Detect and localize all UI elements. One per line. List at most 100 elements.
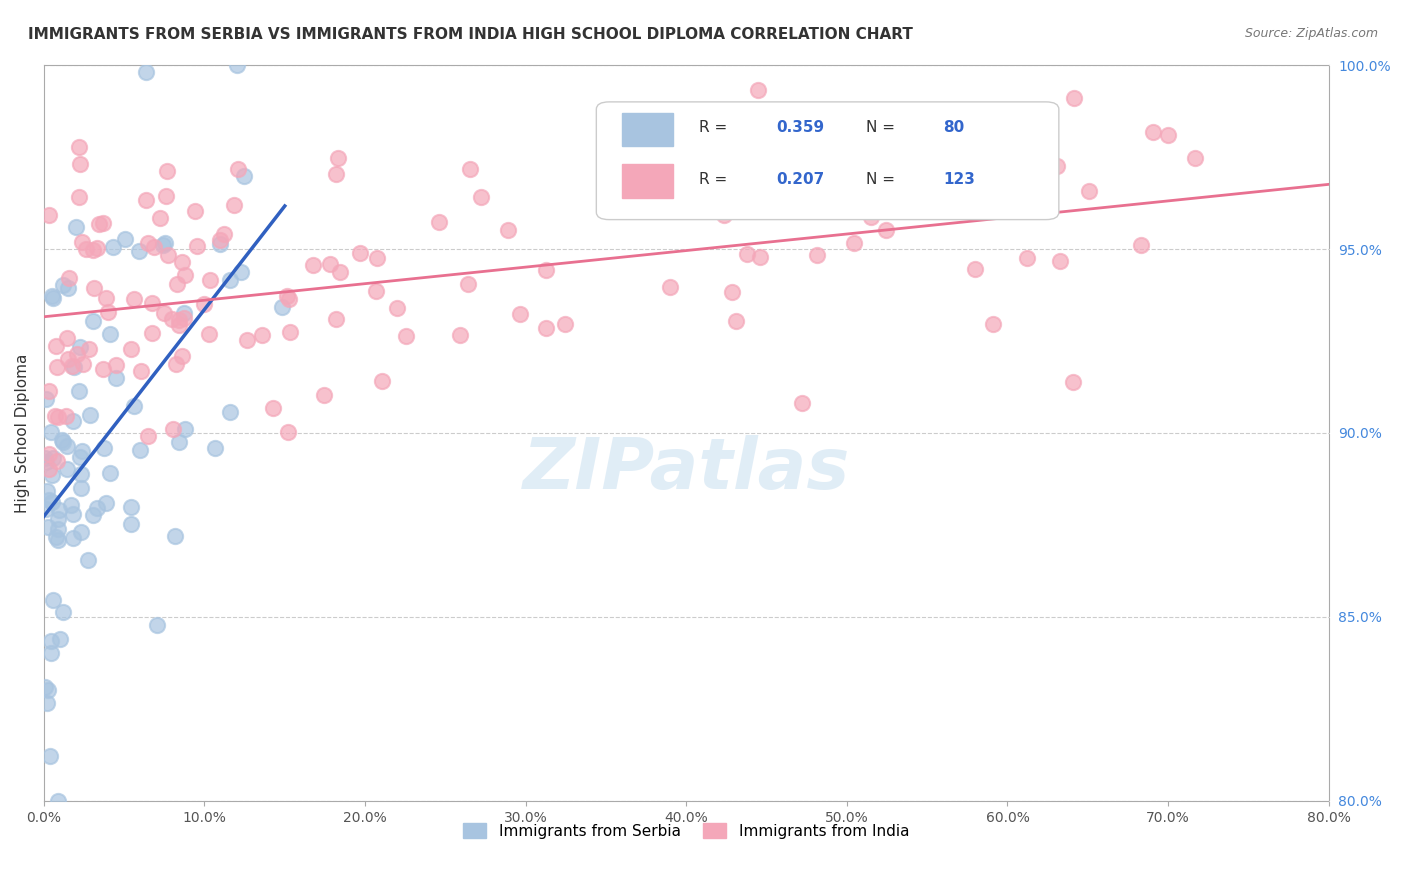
Point: [65, 347, 87, 361]
Point: [129, 443, 152, 458]
Point: [162, 422, 184, 436]
Text: R =: R =: [699, 171, 733, 186]
Point: [534, 321, 557, 335]
Point: [713, 208, 735, 222]
Point: [1156, 128, 1178, 142]
Point: [83, 281, 105, 295]
Point: [1063, 91, 1085, 105]
Point: [34, 680, 56, 694]
Point: [135, 193, 157, 207]
Point: [212, 227, 235, 241]
Point: [1129, 238, 1152, 252]
Point: [136, 429, 159, 443]
Point: [149, 211, 172, 226]
Point: [169, 312, 191, 326]
Point: [97, 304, 120, 318]
Point: [138, 236, 160, 251]
Point: [39, 748, 62, 763]
Point: [60, 359, 83, 373]
Point: [875, 223, 897, 237]
Point: [120, 500, 142, 515]
Point: [325, 312, 347, 326]
Point: [509, 307, 531, 321]
Point: [55, 331, 77, 345]
Point: [806, 248, 828, 262]
Point: [314, 387, 336, 401]
Point: [100, 326, 122, 341]
Point: [302, 259, 325, 273]
Text: N =: N =: [866, 120, 900, 136]
Point: [35, 483, 58, 498]
Point: [69, 450, 91, 464]
Point: [35, 455, 58, 469]
Point: [41, 425, 63, 439]
Point: [69, 157, 91, 171]
Point: [34, 451, 56, 466]
Point: [82, 243, 104, 257]
Point: [38, 384, 60, 398]
Point: [72, 357, 94, 371]
Point: [37, 520, 59, 534]
Point: [371, 375, 394, 389]
Point: [165, 529, 187, 543]
Point: [124, 400, 146, 414]
Point: [228, 162, 250, 177]
Point: [44, 409, 66, 423]
Point: [46, 522, 69, 536]
Point: [626, 183, 648, 197]
Point: [470, 190, 492, 204]
Point: [38, 447, 60, 461]
Point: [329, 265, 352, 279]
Point: [172, 349, 194, 363]
Point: [120, 516, 142, 531]
Text: IMMIGRANTS FROM SERBIA VS IMMIGRANTS FROM INDIA HIGH SCHOOL DIPLOMA CORRELATION : IMMIGRANTS FROM SERBIA VS IMMIGRANTS FRO…: [28, 27, 912, 42]
Point: [38, 462, 60, 476]
Point: [45, 339, 67, 353]
Point: [70, 235, 93, 249]
Point: [48, 632, 70, 646]
Point: [395, 328, 418, 343]
Point: [319, 257, 342, 271]
Point: [46, 359, 69, 374]
Point: [252, 328, 274, 343]
Bar: [621, 113, 673, 146]
Point: [224, 198, 246, 212]
Point: [449, 327, 471, 342]
Point: [35, 502, 58, 516]
Point: [41, 495, 63, 509]
Point: [277, 425, 299, 439]
Point: [749, 250, 772, 264]
Point: [458, 162, 481, 177]
Point: [82, 508, 104, 522]
Text: Source: ZipAtlas.com: Source: ZipAtlas.com: [1244, 27, 1378, 40]
Point: [276, 289, 298, 303]
Point: [55, 462, 77, 476]
Point: [128, 244, 150, 258]
Text: 0.207: 0.207: [776, 171, 824, 186]
Point: [69, 467, 91, 481]
Point: [167, 318, 190, 333]
Text: N =: N =: [866, 171, 900, 186]
Point: [197, 326, 219, 341]
Point: [82, 314, 104, 328]
Point: [659, 280, 682, 294]
Point: [98, 466, 121, 480]
Point: [69, 190, 91, 204]
Text: 123: 123: [943, 171, 976, 186]
Point: [387, 301, 409, 315]
Point: [152, 238, 174, 252]
Point: [62, 531, 84, 545]
Point: [52, 435, 75, 450]
Point: [94, 495, 117, 509]
Point: [155, 189, 177, 203]
Point: [56, 351, 79, 366]
Point: [844, 236, 866, 251]
Point: [86, 241, 108, 255]
Point: [93, 441, 115, 455]
Point: [1049, 254, 1071, 268]
Point: [60, 499, 83, 513]
Point: [229, 265, 252, 279]
Point: [91, 362, 114, 376]
Point: [167, 434, 190, 449]
Point: [67, 384, 90, 398]
